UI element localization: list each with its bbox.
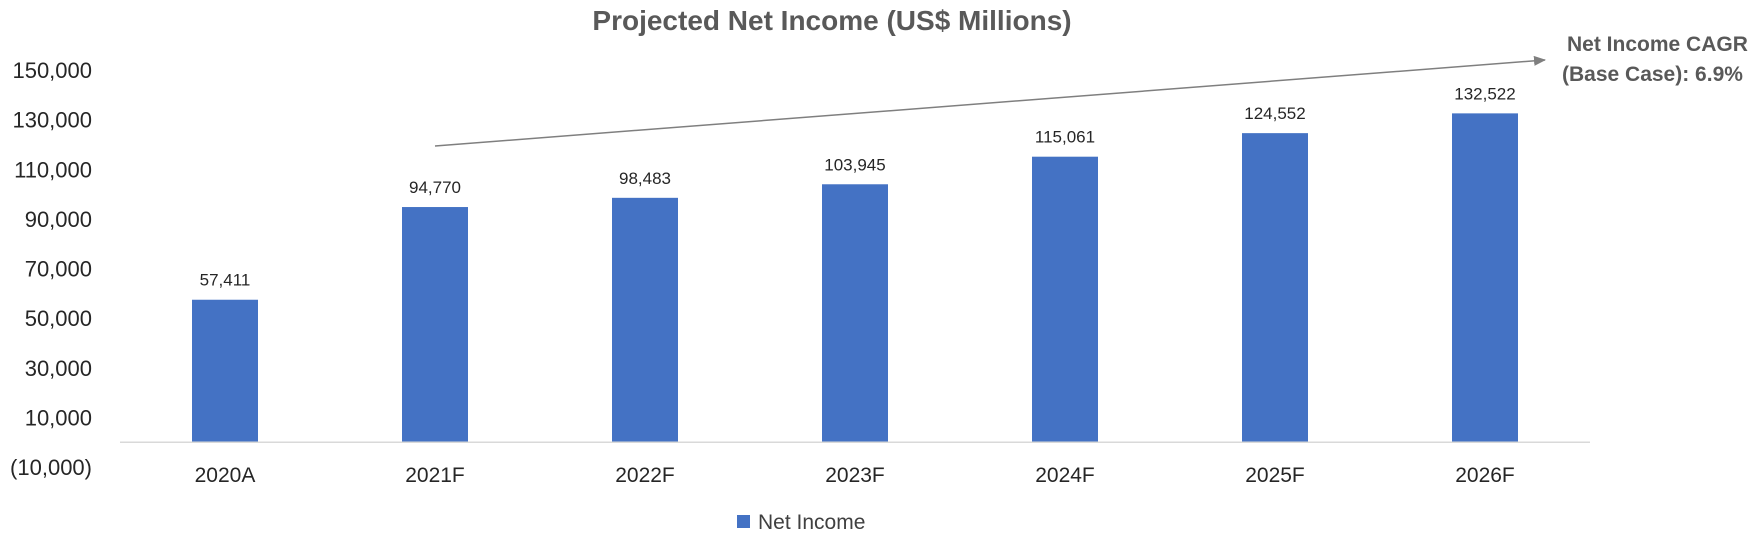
data-label-2026f: 132,522: [1454, 84, 1515, 103]
x-tick-label-2023f: 2023F: [825, 464, 885, 487]
cagr-annotation-line1: Net Income CAGR: [1567, 33, 1748, 56]
x-tick-label-2024f: 2024F: [1035, 464, 1095, 487]
legend-swatch: [737, 515, 750, 528]
y-tick-label: 10,000: [25, 405, 92, 430]
data-label-2023f: 103,945: [824, 155, 885, 174]
legend-label: Net Income: [758, 511, 865, 534]
bar-2026f: [1452, 113, 1518, 443]
y-tick-label: 70,000: [25, 257, 92, 282]
bar-2021f: [402, 207, 468, 443]
data-label-2025f: 124,552: [1244, 104, 1305, 123]
data-label-2021f: 94,770: [409, 178, 461, 197]
x-tick-label-2020a: 2020A: [195, 464, 256, 487]
data-label-2024f: 115,061: [1035, 128, 1095, 147]
data-label-2020a: 57,411: [200, 271, 251, 290]
chart-title: Projected Net Income (US$ Millions): [592, 5, 1071, 36]
y-tick-label: 130,000: [12, 108, 92, 133]
data-label-2022f: 98,483: [619, 169, 671, 188]
y-tick-label: (10,000): [10, 455, 92, 480]
y-tick-label: 30,000: [25, 356, 92, 381]
y-tick-label: 110,000: [14, 157, 92, 182]
cagr-arrow: [434, 55, 1546, 147]
y-tick-label: 150,000: [12, 58, 92, 83]
y-tick-label: 50,000: [25, 306, 92, 331]
bar-2025f: [1242, 133, 1308, 443]
bar-series-net-income: [192, 113, 1518, 443]
y-axis: 150,000 130,000 110,000 90,000 70,000 50,000 3…: [10, 58, 92, 480]
cagr-annotation-line2: (Base Case): 6.9%: [1562, 63, 1743, 86]
bar-2023f: [822, 184, 888, 443]
bar-2020a: [192, 299, 258, 443]
x-tick-label-2026f: 2026F: [1455, 464, 1515, 487]
bar-2024f: [1032, 156, 1098, 443]
y-tick-label: 90,000: [25, 207, 92, 232]
data-labels: 57,411 94,770 98,483 103,945 115,061 124,552 1…: [200, 84, 1516, 289]
legend: Net Income: [737, 511, 865, 534]
x-axis: 2020A 2021F 2022F 2023F 2024F 2025F 2026F: [120, 441, 1590, 487]
bar-2022f: [612, 197, 678, 443]
x-tick-label-2025f: 2025F: [1245, 464, 1305, 487]
x-tick-label-2022f: 2022F: [615, 464, 675, 487]
x-tick-label-2021f: 2021F: [405, 464, 465, 487]
